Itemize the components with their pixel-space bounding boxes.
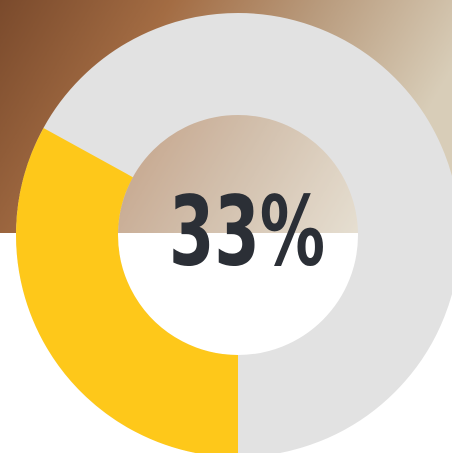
value-label: 33% bbox=[169, 175, 325, 287]
page: 33% (() => { const data = JSON.parse(doc… bbox=[0, 0, 452, 453]
chart: 33% bbox=[0, 0, 452, 453]
